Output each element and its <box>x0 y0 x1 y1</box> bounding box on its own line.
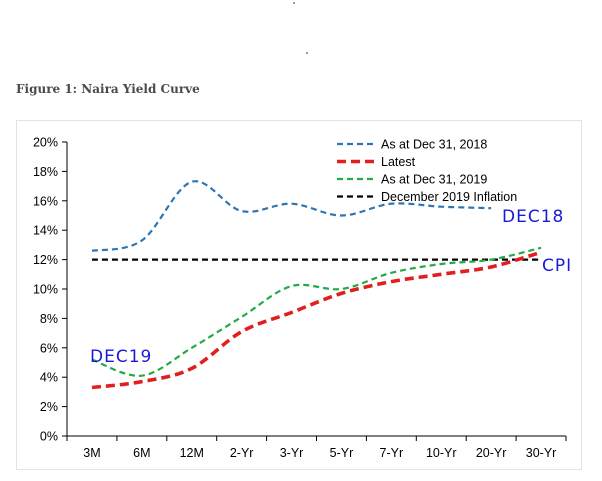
y-tick-label: 4% <box>40 371 58 385</box>
y-tick-label: 18% <box>33 165 58 179</box>
decorative-dot <box>306 52 308 54</box>
y-tick-label: 14% <box>33 224 58 238</box>
chart-series <box>91 180 542 390</box>
y-tick-label: 10% <box>33 283 58 297</box>
x-tick-label: 6M <box>133 446 150 460</box>
y-tick-label: 8% <box>40 312 58 326</box>
chart-axes: 0% 2% 4% 6% 8% 10% 12% 14% 16% 18% 20% 3M 6M 12M 2-Yr 3… <box>33 136 567 460</box>
y-tick-label: 20% <box>33 136 58 150</box>
x-tick-label: 5-Yr <box>330 446 354 460</box>
chart-frame <box>16 120 582 470</box>
handwritten-annotation: DEC18 <box>502 207 564 227</box>
handwritten-annotation: DEC19 <box>90 347 152 367</box>
x-tick-label: 3-Yr <box>280 446 304 460</box>
y-tick-label: 12% <box>33 253 58 267</box>
decorative-dot <box>293 2 295 4</box>
handwritten-annotation: CPI <box>542 256 572 276</box>
series-line-3 <box>91 246 542 377</box>
legend-label: As at Dec 31, 2018 <box>381 138 487 152</box>
legend-label: Latest <box>381 155 416 169</box>
x-tick-label: 3M <box>83 446 100 460</box>
y-tick-label: 16% <box>33 194 58 208</box>
chart-legend: As at Dec 31, 2018 Latest As at Dec 31, 20… <box>337 138 517 204</box>
series-line-2 <box>91 250 542 390</box>
x-tick-label: 20-Yr <box>476 446 507 460</box>
x-tick-label: 10-Yr <box>426 446 457 460</box>
x-tick-label: 7-Yr <box>380 446 404 460</box>
figure-caption: Figure 1: Naira Yield Curve <box>16 82 200 96</box>
x-tick-label: 2-Yr <box>230 446 254 460</box>
series-line-1 <box>91 180 492 252</box>
y-tick-label: 2% <box>40 400 58 414</box>
x-tick-label: 12M <box>180 446 204 460</box>
legend-label: December 2019 Inflation <box>381 190 517 204</box>
y-tick-label: 6% <box>40 341 58 355</box>
y-tick-label: 0% <box>40 430 58 444</box>
chart-annotations: DEC18 CPI DEC19 <box>90 207 572 367</box>
x-tick-label: 30-Yr <box>526 446 557 460</box>
legend-label: As at Dec 31, 2019 <box>381 173 487 187</box>
